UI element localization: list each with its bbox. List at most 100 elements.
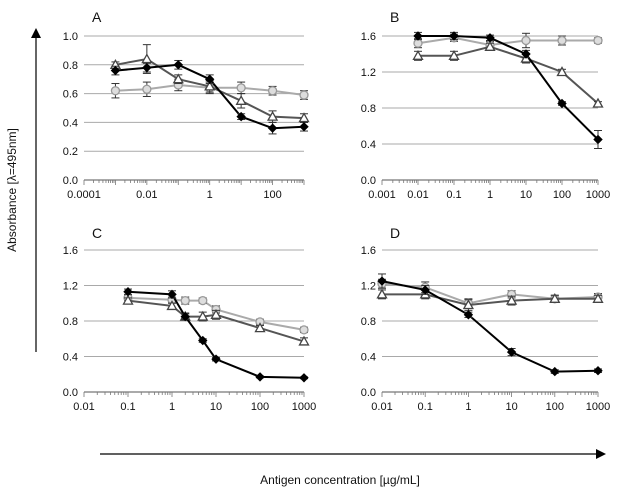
series-line [417,36,598,47]
x-tick-label: 100 [263,189,281,201]
y-tick-label: 1.2 [361,67,376,79]
data-point-diamond [180,311,190,322]
series-diamond [110,59,309,135]
x-tick-label: 0.01 [136,189,157,201]
data-point-triangle [204,80,216,91]
series-line [382,293,598,307]
data-point-diamond [463,310,474,320]
data-point-triangle [448,49,460,60]
data-point-diamond [413,31,423,41]
x-tick-label: 10 [505,401,517,413]
panel-c: C 0.0 0.4 0.8 1.2 1.6 0.01 0.1 1 10 100 1000 [63,225,317,413]
panel-d: D 0.0 0.4 0.8 1.2 1.6 0.01 0.1 1 10 100 1000 [361,225,611,413]
x-tick-label: 100 [546,401,564,413]
x-tick-label: 100 [553,189,571,201]
data-point-diamond [142,62,152,73]
data-point-circle [180,295,190,306]
data-point-diamond [123,287,133,297]
data-point-circle [198,295,208,306]
y-tick-label: 0.8 [63,60,78,72]
x-tick-label: 1000 [586,189,610,201]
data-point-triangle [210,308,222,319]
data-point-circle [299,90,309,100]
y-tick-label: 0.4 [361,352,376,364]
y-tick-label: 0.4 [63,117,78,129]
y-tick-label: 1.0 [63,31,78,43]
data-point-triangle [298,335,310,346]
x-tick-label: 1000 [292,401,316,413]
y-tick-label: 1.6 [63,245,78,257]
series-triangle [376,288,604,311]
x-tick-label: 10 [210,401,222,413]
data-point-diamond [211,354,221,364]
data-point-triangle [462,299,475,310]
data-point-triangle [166,300,178,311]
data-point-circle [110,86,121,96]
data-point-circle [267,86,278,96]
data-point-triangle [235,94,247,105]
data-point-diamond [205,74,215,84]
data-point-diamond [110,65,121,76]
data-point-diamond [550,366,560,377]
series-diamond [377,273,603,377]
data-point-circle [521,35,531,46]
figure-y-axis-label: Absorbance [λ=495nm] [5,128,19,252]
data-point-triangle [122,294,134,305]
y-tick-label: 0.4 [63,352,78,364]
data-point-triangle [505,294,518,305]
y-tick-label: 0.0 [361,175,376,187]
y-tick-label: 1.6 [361,31,376,43]
x-tick-label: 1000 [586,401,610,413]
y-tick-label: 0.0 [361,387,376,399]
y-tick-label: 1.2 [63,281,78,293]
data-point-triangle [266,110,279,121]
data-point-triangle [592,292,604,303]
data-point-triangle [376,288,388,299]
data-point-diamond [506,347,517,357]
data-point-diamond [377,276,387,286]
data-point-diamond [255,372,265,382]
x-tick-label: 1 [465,401,471,413]
data-point-diamond [167,289,177,300]
y-tick-label: 0.6 [63,89,78,101]
data-point-triangle [172,73,184,84]
y-tick-label: 0.4 [361,139,376,151]
data-point-circle [299,325,309,335]
y-tick-label: 0.8 [361,316,376,328]
data-point-diamond [449,31,459,41]
data-point-diamond [557,98,567,109]
y-tick-label: 0.8 [63,316,78,328]
data-point-diamond [593,134,603,145]
series-line [418,35,599,141]
series-diamond [123,287,309,383]
data-point-circle [236,83,246,93]
data-point-triangle [556,66,568,77]
data-point-diamond [236,111,246,122]
x-tick-label: 0.001 [368,189,396,201]
x-tick-label: 0.1 [446,189,461,201]
data-point-diamond [485,33,495,43]
data-point-triangle [197,310,209,321]
data-point-diamond [198,335,208,346]
panel-a-label: A [92,9,102,25]
x-tick-label: 0.01 [73,401,94,413]
panel-b: B 0.0 0.4 0.8 1.2 1.6 0.001 0.01 0.1 1 10 100 1000 [361,9,611,201]
series-diamond [413,31,603,149]
series-line [381,280,599,373]
data-point-circle [557,35,567,46]
data-point-triangle [484,40,496,51]
y-tick-label: 1.2 [361,281,376,293]
figure-x-axis-label: Antigen concentration [µg/mL] [260,473,420,487]
y-tick-label: 0.0 [63,175,78,187]
panel-a: A 0.0 0.2 0.4 0.6 0.8 1.0 0.0001 0.01 1 100 [63,9,310,201]
data-point-diamond [173,60,183,70]
panel-b-label: B [390,9,399,25]
panel-d-label: D [390,225,400,241]
x-tick-label: 1 [487,189,493,201]
data-point-circle [593,35,603,46]
y-tick-label: 0.0 [63,387,78,399]
data-point-triangle [298,112,310,123]
series-line [418,45,599,105]
data-point-triangle [549,292,561,303]
